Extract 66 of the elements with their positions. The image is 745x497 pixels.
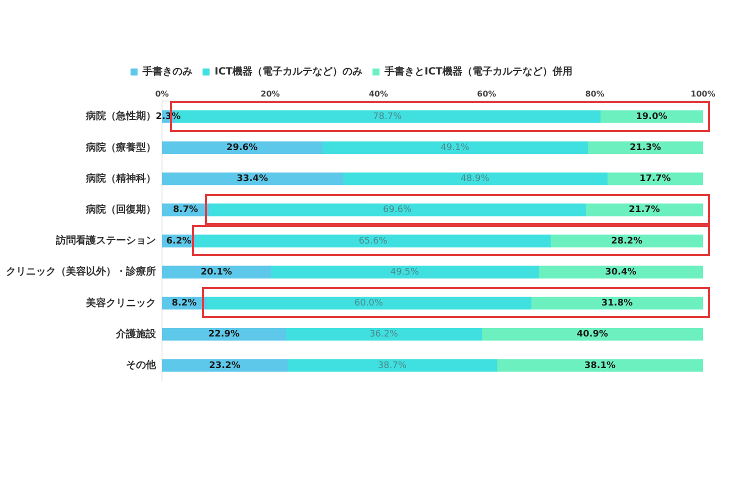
y-tick-label: 病院（回復期） [85, 203, 156, 216]
data-label: 31.8% [601, 298, 633, 309]
data-label: 29.6% [226, 143, 258, 154]
bar [195, 234, 551, 248]
y-tick-label: 病院（急性期） [85, 110, 156, 122]
x-tick-label: 0% [155, 89, 169, 98]
data-label: 6.2% [166, 236, 192, 246]
data-label: 22.9% [208, 330, 240, 340]
x-tick-label: 80% [585, 89, 604, 98]
bar [162, 328, 286, 341]
bar [587, 141, 703, 154]
data-label: 38.1% [584, 360, 616, 371]
data-label: 69.6% [383, 205, 412, 216]
y-tick-label: 介護施設 [115, 328, 157, 340]
data-label: 8.2% [172, 298, 197, 309]
data-label: 21.7% [628, 205, 660, 216]
bar [162, 141, 322, 154]
legend-label: 手書きのみ [142, 66, 193, 78]
bar [208, 204, 586, 216]
data-label: 49.1% [440, 143, 470, 154]
data-label: 20.1% [200, 267, 232, 278]
bar [287, 359, 498, 372]
data-label: 38.7% [378, 360, 407, 371]
data-label: 21.3% [630, 143, 661, 154]
y-tick-label: 訪問看護ステーション [55, 234, 156, 247]
data-label: 36.2% [370, 330, 399, 340]
bar [585, 204, 703, 216]
y-tick-label: クリニック（美容以外）・診療所 [6, 266, 156, 278]
data-label: 28.2% [611, 236, 642, 246]
bar [550, 234, 703, 248]
bar [606, 172, 703, 186]
bar [600, 110, 703, 123]
data-label: 19.0% [636, 112, 668, 122]
bar [322, 141, 588, 154]
y-tick-label: その他 [126, 359, 157, 372]
bar [286, 328, 482, 341]
data-label: 23.2% [209, 360, 240, 371]
data-label: 78.7% [373, 112, 402, 122]
x-tick-label: 20% [260, 89, 280, 98]
data-label: 49.5% [390, 267, 420, 278]
legend-label: 手書きとICT機器（電子カルテなど）併用 [384, 66, 572, 78]
data-label: 40.9% [576, 330, 608, 340]
bar [496, 359, 703, 372]
bar [162, 172, 344, 186]
x-tick-label: 100% [690, 89, 716, 98]
bar [481, 328, 703, 341]
bar [162, 266, 272, 278]
y-tick-label: 病院（療養型） [85, 141, 156, 154]
x-tick-label: 60% [477, 89, 496, 98]
bar [342, 172, 608, 186]
data-label: 65.6% [358, 236, 388, 246]
data-label: 60.0% [354, 298, 384, 309]
x-tick-label: 40% [368, 89, 388, 98]
bar [162, 359, 288, 372]
bar [206, 296, 532, 310]
data-label: 33.4% [236, 174, 268, 184]
data-label: 8.7% [173, 205, 198, 216]
y-tick-label: 病院（精神科） [85, 172, 156, 184]
y-tick-label: 美容クリニック [85, 296, 156, 309]
bar [530, 296, 703, 310]
data-label: 48.9% [460, 174, 490, 184]
legend-label: ICT機器（電子カルテなど）のみ [214, 66, 363, 78]
bar [270, 266, 539, 278]
bar [538, 266, 703, 278]
data-label: 30.4% [605, 267, 636, 278]
data-label: 17.7% [640, 174, 671, 184]
